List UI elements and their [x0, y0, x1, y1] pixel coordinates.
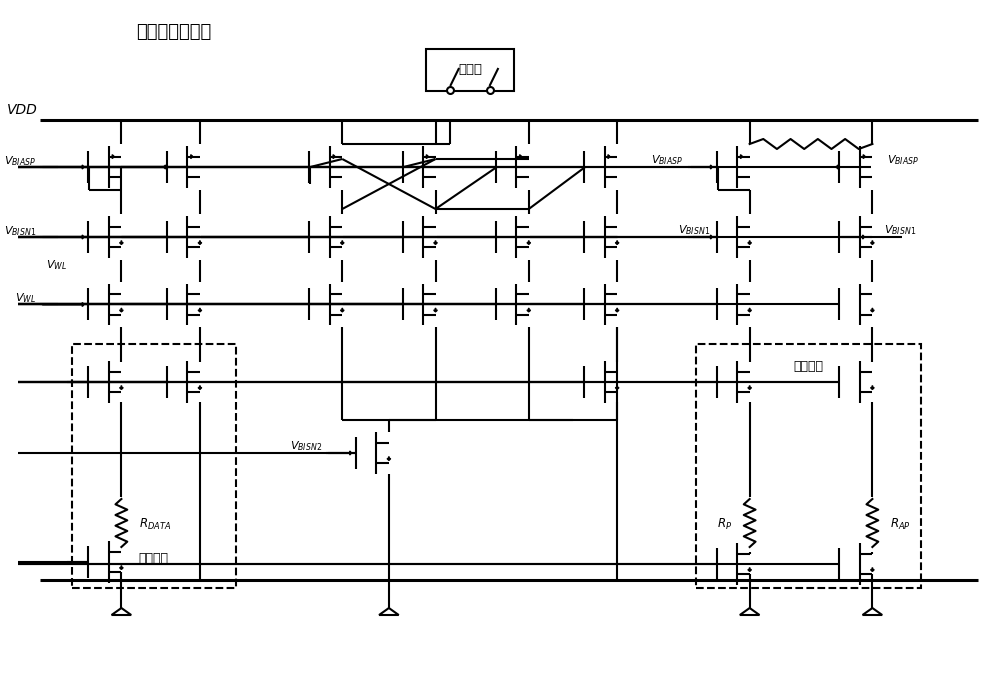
- Bar: [72, 344, 236, 588]
- Text: 参考单元: 参考单元: [794, 360, 824, 372]
- Text: $R_{AP}$: $R_{AP}$: [890, 517, 911, 532]
- Text: 数据单元: 数据单元: [139, 552, 169, 565]
- Text: $V_{BIASP}$: $V_{BIASP}$: [4, 154, 36, 168]
- Text: $V_{BIASP}$: $V_{BIASP}$: [887, 153, 919, 167]
- Text: VDD: VDD: [7, 103, 38, 117]
- Bar: [696, 344, 921, 588]
- Text: $V_{WL}$: $V_{WL}$: [46, 258, 67, 272]
- Text: $R_{DATA}$: $R_{DATA}$: [139, 517, 171, 532]
- Text: 锁存器: 锁存器: [458, 64, 482, 77]
- Text: $V_{BISN1}$: $V_{BISN1}$: [678, 223, 710, 237]
- Text: 体电压传感电路: 体电压传感电路: [136, 23, 211, 41]
- Text: $V_{BISN2}$: $V_{BISN2}$: [290, 439, 323, 453]
- Text: $V_{BIASP}$: $V_{BIASP}$: [651, 153, 683, 167]
- Text: $V_{BISN1}$: $V_{BISN1}$: [4, 224, 36, 238]
- Text: $V_{BISN1}$: $V_{BISN1}$: [884, 223, 916, 237]
- Text: $R_P$: $R_P$: [717, 517, 732, 532]
- Bar: [426, 49, 514, 91]
- Text: $V_{WL}$: $V_{WL}$: [15, 291, 36, 305]
